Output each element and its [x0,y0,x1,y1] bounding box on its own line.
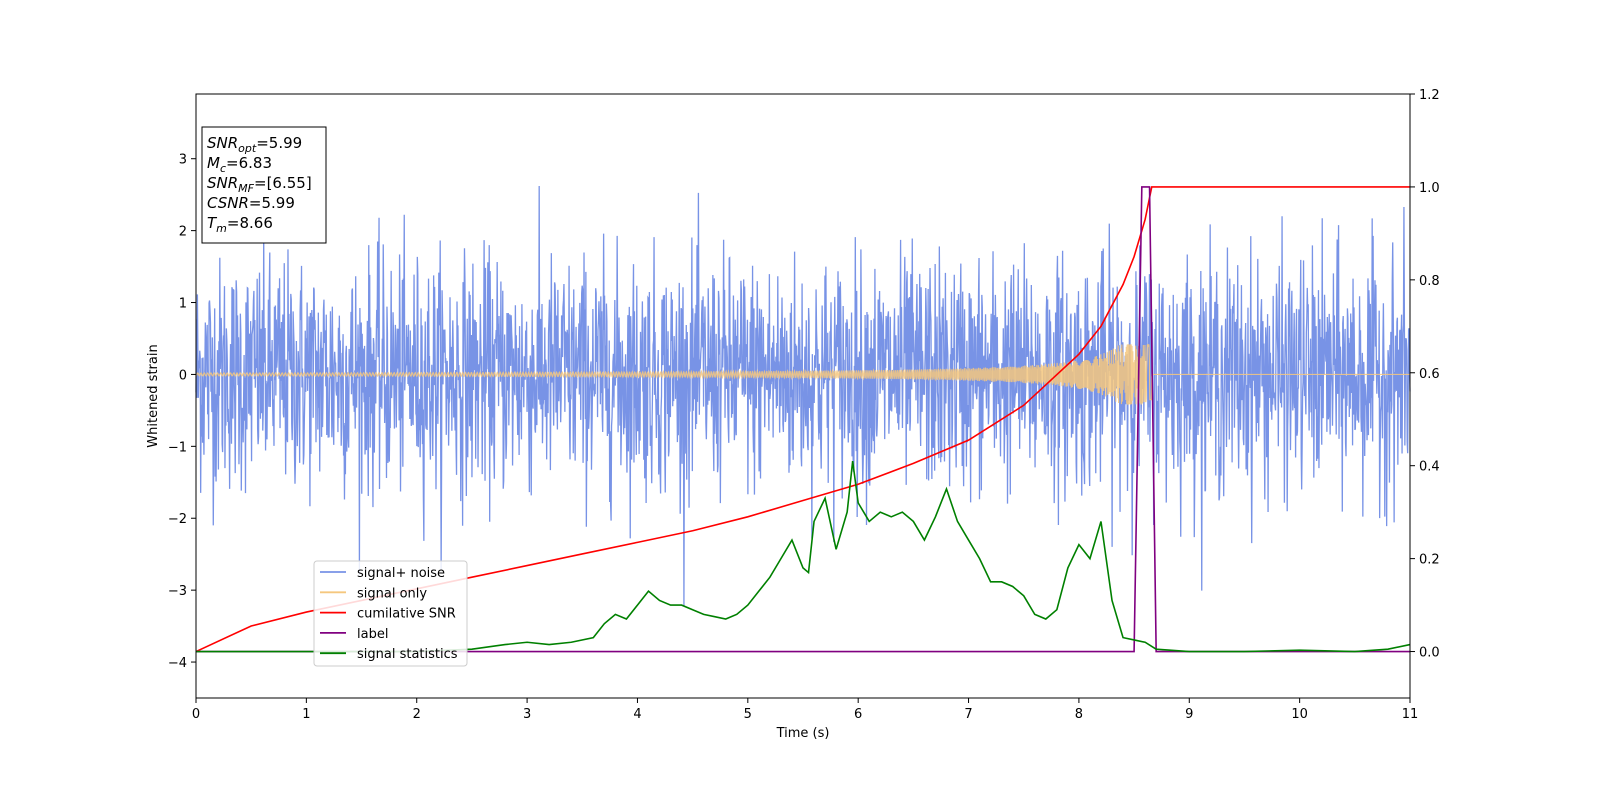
annotation-line: Mc=6.83 [207,154,272,175]
x-tick-label: 11 [1402,707,1419,722]
y-axis-right: 0.0 0.2 0.4 0.6 0.8 1.0 1.2 [1410,88,1440,661]
annotation-line: Tm=8.66 [207,214,273,235]
x-tick-label: 3 [523,707,531,722]
y-tick-label: −4 [168,656,187,671]
signal-noise-line [195,186,1411,606]
plot-frame [195,93,1411,699]
y-tick-label: −2 [168,512,187,527]
legend-label: signal+ noise [357,566,445,581]
y-tick-label: 3 [179,153,187,168]
y-tick-label: 1 [179,297,187,312]
y2-tick-label: 1.0 [1419,181,1440,196]
y2-tick-label: 0.4 [1419,460,1440,475]
y2-tick-label: 0.2 [1419,553,1440,568]
legend: signal+ noise signal only cumilative SNR la… [313,560,468,667]
x-tick-label: 5 [744,707,752,722]
legend-label: signal only [357,586,427,601]
x-tick-label: 4 [633,707,641,722]
x-tick-label: 8 [1075,707,1083,722]
y-axis-left: −4 −3 −2 −1 0 1 2 3 [168,153,196,671]
series-signal-noise [195,186,1411,606]
x-axis: 0 1 2 3 4 5 6 7 8 9 10 11 [192,698,1418,722]
x-tick-label: 0 [192,707,200,722]
legend-label: signal statistics [357,647,458,662]
y-tick-label: −3 [168,584,187,599]
x-axis-label: Time (s) [776,726,830,741]
annotation-line: CSNR=5.99 [207,194,295,212]
x-tick-label: 7 [964,707,972,722]
y-tick-label: 2 [179,225,187,240]
y-tick-label: −1 [168,440,187,455]
y2-tick-label: 0.8 [1419,274,1440,289]
x-tick-label: 10 [1291,707,1308,722]
y-tick-label: 0 [179,368,187,383]
x-tick-label: 2 [413,707,421,722]
series-signal-only [195,343,1410,405]
x-tick-label: 1 [302,707,310,722]
y-axis-label: Whitened strain [146,344,161,447]
legend-label: label [357,627,388,642]
y2-tick-label: 1.2 [1419,88,1440,103]
signal-only-line [195,343,1410,405]
annotation-line: SNRopt=5.99 [207,134,302,155]
x-tick-label: 6 [854,707,862,722]
annotation-line: SNRMF=[6.55] [207,174,312,195]
x-tick-label: 9 [1185,707,1193,722]
y2-tick-label: 0.6 [1419,367,1440,382]
y2-tick-label: 0.0 [1419,646,1440,661]
series-line-signal-statistics [196,460,1411,653]
legend-label: cumilative SNR [357,607,456,622]
